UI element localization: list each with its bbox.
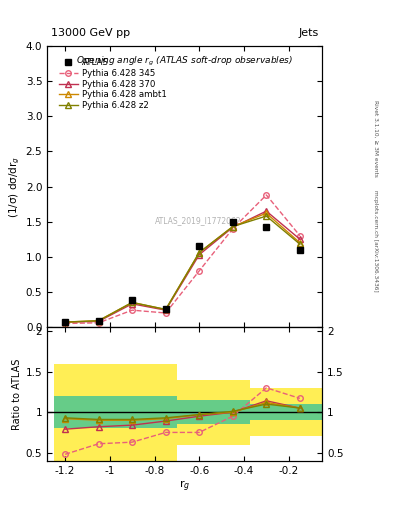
Bar <box>250 388 300 436</box>
Text: mcplots.cern.ch [arXiv:1306.3436]: mcplots.cern.ch [arXiv:1306.3436] <box>373 190 378 291</box>
Text: 13000 GeV pp: 13000 GeV pp <box>51 28 130 38</box>
Text: ATLAS_2019_I1772062: ATLAS_2019_I1772062 <box>155 216 242 225</box>
Text: Jets: Jets <box>298 28 318 38</box>
Bar <box>54 396 121 429</box>
Bar <box>300 404 333 420</box>
Y-axis label: (1/σ) dσ/dr$_g$: (1/σ) dσ/dr$_g$ <box>7 156 22 218</box>
Bar <box>54 364 121 461</box>
Y-axis label: Ratio to ATLAS: Ratio to ATLAS <box>11 358 22 430</box>
Bar <box>177 380 222 444</box>
Bar <box>222 400 250 424</box>
Bar <box>177 400 222 424</box>
Bar <box>121 364 177 461</box>
Text: Rivet 3.1.10, ≥ 3M events: Rivet 3.1.10, ≥ 3M events <box>373 100 378 177</box>
X-axis label: r$_g$: r$_g$ <box>179 478 190 494</box>
Text: Opening angle r$_g$ (ATLAS soft-drop observables): Opening angle r$_g$ (ATLAS soft-drop obs… <box>76 54 293 68</box>
Legend: ATLAS, Pythia 6.428 345, Pythia 6.428 370, Pythia 6.428 ambt1, Pythia 6.428 z2: ATLAS, Pythia 6.428 345, Pythia 6.428 37… <box>57 56 169 112</box>
Bar <box>222 380 250 444</box>
Bar <box>300 388 333 436</box>
Bar <box>121 396 177 429</box>
Bar <box>250 404 300 420</box>
